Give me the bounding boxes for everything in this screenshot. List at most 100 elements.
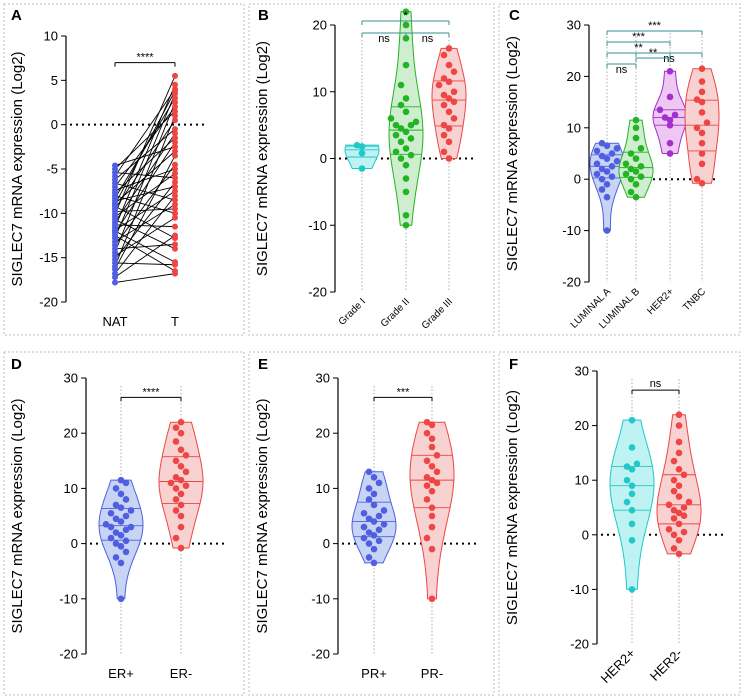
data-point xyxy=(598,139,606,147)
significance-label: *** xyxy=(648,20,662,32)
tumor-point xyxy=(172,205,178,212)
data-point xyxy=(675,493,683,500)
data-point xyxy=(407,135,415,142)
significance-label: *** xyxy=(397,386,411,398)
data-point xyxy=(375,526,383,534)
data-point xyxy=(107,523,115,531)
pair-line xyxy=(114,137,176,194)
tumor-point xyxy=(172,197,178,204)
y-tick-label: -20 xyxy=(39,295,58,310)
data-point xyxy=(122,496,130,503)
data-point xyxy=(598,165,606,173)
data-point xyxy=(397,81,405,89)
data-point xyxy=(613,157,621,165)
violin-er- xyxy=(98,479,144,600)
data-point xyxy=(402,161,410,169)
y-tick-label: 10 xyxy=(44,29,58,44)
y-tick-label: 0 xyxy=(71,536,78,551)
data-point xyxy=(428,545,436,553)
data-point xyxy=(670,506,678,514)
pair-line xyxy=(114,90,176,205)
data-point xyxy=(698,160,706,168)
data-point xyxy=(370,559,378,567)
panel-C: C SIGLEC7 mRNA expression (Log2) -20 -10 0 10… xyxy=(498,3,741,336)
data-point xyxy=(428,435,436,443)
y-axis-label: SIGLEC7 mRNA expression (Log2) xyxy=(504,390,521,625)
data-point xyxy=(450,88,458,96)
data-point xyxy=(666,93,674,101)
pair-line xyxy=(114,224,176,228)
data-point xyxy=(365,468,373,476)
tumor-point xyxy=(172,139,178,146)
data-point xyxy=(440,75,448,82)
y-tick-label: -15 xyxy=(39,250,58,265)
data-point xyxy=(433,468,441,476)
y-axis-label: SIGLEC7 mRNA expression (Log2) xyxy=(9,51,26,286)
data-point xyxy=(666,116,674,124)
data-point xyxy=(608,163,616,170)
data-point xyxy=(675,550,683,558)
data-point xyxy=(387,115,395,122)
data-point xyxy=(666,150,674,157)
y-tick-label: 20 xyxy=(567,69,581,84)
tumor-point xyxy=(172,103,178,110)
data-point xyxy=(122,537,130,545)
data-point xyxy=(177,490,185,498)
data-point xyxy=(402,95,410,102)
data-point xyxy=(428,487,436,495)
data-point xyxy=(593,147,601,155)
data-point xyxy=(661,114,669,121)
category-label: HER2+ xyxy=(598,646,639,687)
data-point xyxy=(623,498,631,506)
data-point xyxy=(613,145,621,152)
data-point xyxy=(440,121,448,129)
data-point xyxy=(693,175,701,183)
panel-D: D SIGLEC7 mRNA expression (Log2) -20 -10 0 10… xyxy=(3,351,245,696)
data-point xyxy=(412,118,420,126)
data-point xyxy=(380,507,388,514)
tumor-point xyxy=(172,183,178,190)
data-point xyxy=(428,443,436,451)
data-point xyxy=(112,485,120,492)
data-point xyxy=(397,125,405,132)
data-point xyxy=(370,501,378,509)
data-point xyxy=(112,554,120,561)
data-point xyxy=(370,490,378,498)
violin-tnbc xyxy=(684,68,720,184)
data-point xyxy=(593,160,601,168)
data-point xyxy=(423,482,431,489)
significance-label: ns xyxy=(650,378,662,390)
data-point xyxy=(112,515,120,523)
data-point xyxy=(698,78,706,85)
panel-letter: F xyxy=(509,356,518,373)
y-tick-label: -20 xyxy=(562,275,581,290)
data-point xyxy=(172,534,180,542)
tumor-point xyxy=(172,201,178,208)
data-point xyxy=(665,501,673,509)
category-label: PR+ xyxy=(361,666,387,681)
data-point xyxy=(670,457,678,465)
data-point xyxy=(112,529,120,536)
data-point xyxy=(628,490,636,498)
y-tick-label: -20 xyxy=(570,637,589,652)
data-point xyxy=(675,482,683,489)
data-point xyxy=(628,416,636,424)
significance-label: ** xyxy=(634,42,643,54)
tumor-point xyxy=(172,112,178,119)
data-point xyxy=(402,8,410,15)
pair-line xyxy=(114,235,176,278)
panel-border xyxy=(3,351,245,696)
data-point xyxy=(445,78,453,86)
nat-point xyxy=(112,162,118,169)
panel-letter: C xyxy=(509,7,520,24)
data-point xyxy=(445,155,453,162)
y-tick-label: -20 xyxy=(311,647,330,662)
category-label: PR- xyxy=(421,666,443,681)
data-point xyxy=(680,471,688,479)
data-point xyxy=(670,545,678,552)
y-tick-label: 30 xyxy=(575,364,589,379)
data-point xyxy=(397,155,405,162)
tumor-point xyxy=(172,95,178,102)
tumor-point xyxy=(172,161,178,168)
